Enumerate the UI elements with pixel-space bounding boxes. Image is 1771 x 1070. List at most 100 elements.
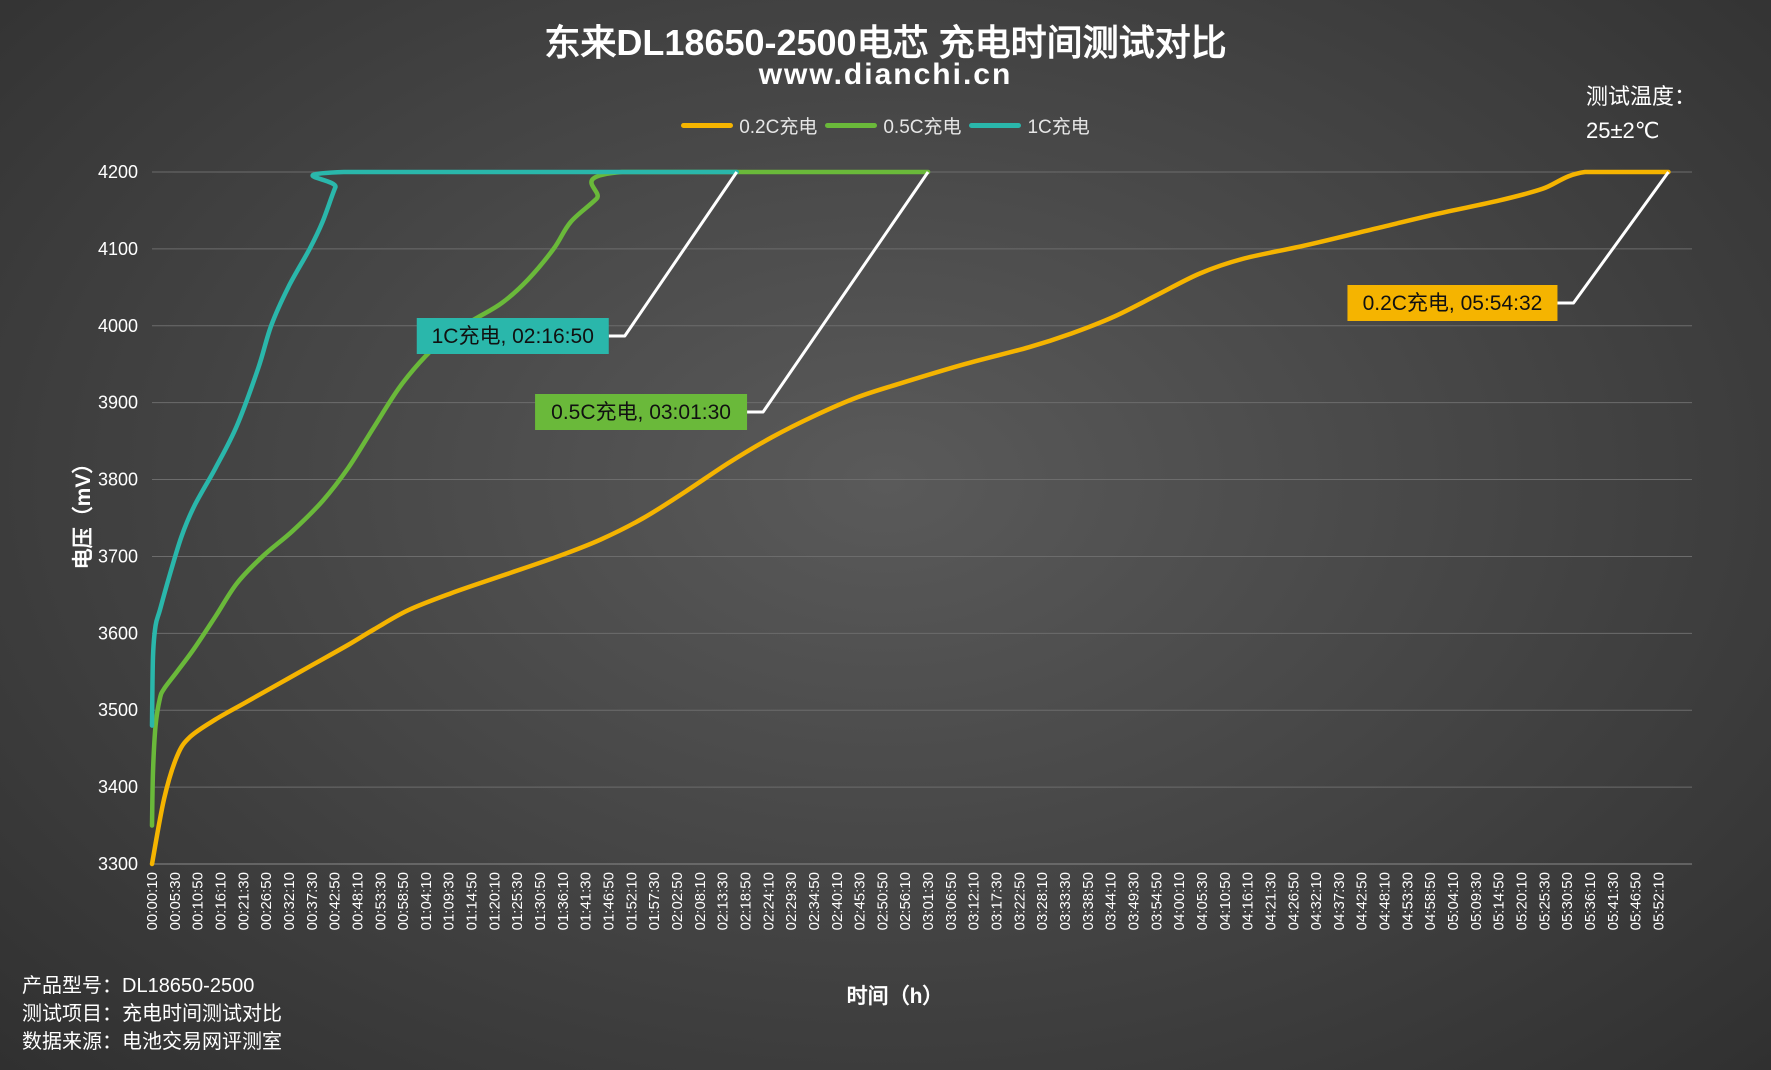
x-tick-label-28: 02:29:30 bbox=[783, 872, 800, 930]
x-tick-label-44: 03:54:50 bbox=[1148, 872, 1165, 930]
x-tick-label-43: 03:49:30 bbox=[1125, 872, 1142, 930]
x-tick-label-3: 00:16:10 bbox=[212, 872, 229, 930]
footer-info: 产品型号：DL18650-2500 测试项目：充电时间测试对比 数据来源：电池交… bbox=[22, 972, 282, 1056]
annotation-box-1 bbox=[535, 394, 748, 430]
x-tick-label-16: 01:25:30 bbox=[509, 872, 526, 930]
x-tick-label-25: 02:13:30 bbox=[715, 872, 732, 930]
series-line-0 bbox=[149, 169, 1671, 867]
legend-label-0: 0.2C充电 bbox=[739, 117, 818, 138]
y-axis-label: 电压（mV） bbox=[72, 452, 95, 570]
x-tick-label-45: 04:00:10 bbox=[1171, 872, 1188, 930]
y-tick-label-3: 3600 bbox=[98, 623, 138, 643]
x-tick-label-10: 00:53:30 bbox=[372, 872, 389, 930]
x-tick-label-49: 04:21:30 bbox=[1262, 872, 1279, 930]
x-tick-label-61: 05:25:30 bbox=[1536, 872, 1553, 930]
x-tick-label-7: 00:37:30 bbox=[304, 872, 321, 930]
x-tick-label-9: 00:48:10 bbox=[349, 872, 366, 930]
y-tick-label-7: 4000 bbox=[98, 316, 138, 336]
annotation-label-0: 0.2C充电, 05:54:32 bbox=[1363, 292, 1543, 315]
y-tick-label-9: 4200 bbox=[98, 162, 138, 182]
x-tick-label-64: 05:41:30 bbox=[1605, 872, 1622, 930]
x-tick-label-0: 00:00:10 bbox=[144, 872, 161, 930]
y-tick-label-8: 4100 bbox=[98, 239, 138, 259]
x-tick-label-14: 01:14:50 bbox=[464, 872, 481, 930]
annotation-leader-1 bbox=[747, 171, 930, 414]
x-tick-label-66: 05:52:10 bbox=[1650, 872, 1667, 930]
legend-item-1: 0.5C充电 bbox=[825, 112, 961, 139]
x-tick-label-50: 04:26:50 bbox=[1285, 872, 1302, 930]
footer-product: 产品型号：DL18650-2500 bbox=[22, 975, 255, 997]
x-tick-label-19: 01:41:30 bbox=[578, 872, 595, 930]
x-tick-label-11: 00:58:50 bbox=[395, 872, 412, 930]
x-tick-label-52: 04:37:30 bbox=[1331, 872, 1348, 930]
x-tick-label-2: 00:10:50 bbox=[190, 872, 207, 930]
x-tick-label-39: 03:28:10 bbox=[1034, 872, 1051, 930]
x-tick-label-34: 03:01:30 bbox=[920, 872, 937, 930]
y-tick-label-2: 3500 bbox=[98, 700, 138, 720]
legend-label-1: 0.5C充电 bbox=[883, 117, 962, 138]
chart-legend: 0.2C充电 0.5C充电 1C充电 bbox=[0, 112, 1771, 139]
x-tick-label-35: 03:06:50 bbox=[943, 872, 960, 930]
x-tick-label-17: 01:30:50 bbox=[532, 872, 549, 930]
x-tick-label-54: 04:48:10 bbox=[1377, 872, 1394, 930]
x-tick-label-57: 05:04:10 bbox=[1445, 872, 1462, 930]
x-tick-label-30: 02:40:10 bbox=[829, 872, 846, 930]
annotation-box-0 bbox=[1347, 285, 1558, 321]
annotation-leader-0 bbox=[1557, 171, 1670, 305]
x-tick-label-38: 03:22:50 bbox=[1011, 872, 1028, 930]
footer-source: 数据来源：电池交易网评测室 bbox=[22, 1031, 282, 1053]
x-tick-label-6: 00:32:10 bbox=[281, 872, 298, 930]
x-tick-label-63: 05:36:10 bbox=[1582, 872, 1599, 930]
test-temperature: 测试温度： 25±2℃ bbox=[1586, 80, 1746, 148]
x-tick-label-1: 00:05:30 bbox=[167, 872, 184, 930]
x-tick-label-65: 05:46:50 bbox=[1628, 872, 1645, 930]
x-tick-label-59: 05:14:50 bbox=[1491, 872, 1508, 930]
x-tick-label-24: 02:08:10 bbox=[692, 872, 709, 930]
x-tick-label-41: 03:38:50 bbox=[1080, 872, 1097, 930]
y-tick-label-1: 3400 bbox=[98, 777, 138, 797]
y-tick-label-4: 3700 bbox=[98, 546, 138, 566]
x-tick-label-46: 04:05:30 bbox=[1194, 872, 1211, 930]
temperature-label: 测试温度： bbox=[1586, 84, 1697, 109]
x-tick-label-36: 03:12:10 bbox=[966, 872, 983, 930]
x-tick-label-42: 03:44:10 bbox=[1103, 872, 1120, 930]
series-line-1 bbox=[149, 169, 931, 828]
x-tick-label-5: 00:26:50 bbox=[258, 872, 275, 930]
y-tick-label-6: 3900 bbox=[98, 393, 138, 413]
x-tick-label-31: 02:45:30 bbox=[852, 872, 869, 930]
footer-test-item: 测试项目：充电时间测试对比 bbox=[22, 1003, 282, 1025]
x-tick-label-37: 03:17:30 bbox=[989, 872, 1006, 930]
x-tick-label-20: 01:46:50 bbox=[601, 872, 618, 930]
x-tick-label-18: 01:36:10 bbox=[555, 872, 572, 930]
legend-swatch-2 bbox=[969, 123, 1022, 128]
x-tick-label-32: 02:50:50 bbox=[874, 872, 891, 930]
x-tick-label-55: 04:53:30 bbox=[1399, 872, 1416, 930]
annotation-leader-2 bbox=[608, 171, 738, 338]
x-tick-label-21: 01:52:10 bbox=[623, 872, 640, 930]
x-tick-label-56: 04:58:50 bbox=[1422, 872, 1439, 930]
x-tick-label-60: 05:20:10 bbox=[1514, 872, 1531, 930]
x-tick-label-15: 01:20:10 bbox=[486, 872, 503, 930]
legend-item-2: 1C充电 bbox=[969, 112, 1090, 139]
temperature-value: 25±2℃ bbox=[1586, 118, 1660, 143]
x-tick-label-26: 02:18:50 bbox=[737, 872, 754, 930]
y-tick-label-0: 3300 bbox=[98, 854, 138, 874]
legend-label-2: 1C充电 bbox=[1027, 117, 1090, 138]
x-tick-label-27: 02:24:10 bbox=[760, 872, 777, 930]
x-tick-label-13: 01:09:30 bbox=[441, 872, 458, 930]
x-tick-label-53: 04:42:50 bbox=[1354, 872, 1371, 930]
y-tick-label-5: 3800 bbox=[98, 470, 138, 490]
x-tick-label-4: 00:21:30 bbox=[235, 872, 252, 930]
x-tick-label-40: 03:33:30 bbox=[1057, 872, 1074, 930]
x-tick-label-29: 02:34:50 bbox=[806, 872, 823, 930]
legend-swatch-1 bbox=[825, 123, 878, 128]
annotation-box-2 bbox=[416, 318, 609, 354]
legend-swatch-0 bbox=[681, 123, 734, 128]
x-tick-label-8: 00:42:50 bbox=[327, 872, 344, 930]
series-line-2 bbox=[149, 169, 740, 728]
x-tick-label-47: 04:10:50 bbox=[1217, 872, 1234, 930]
x-tick-label-33: 02:56:10 bbox=[897, 872, 914, 930]
x-tick-label-23: 02:02:50 bbox=[669, 872, 686, 930]
annotation-label-2: 1C充电, 02:16:50 bbox=[432, 325, 594, 348]
